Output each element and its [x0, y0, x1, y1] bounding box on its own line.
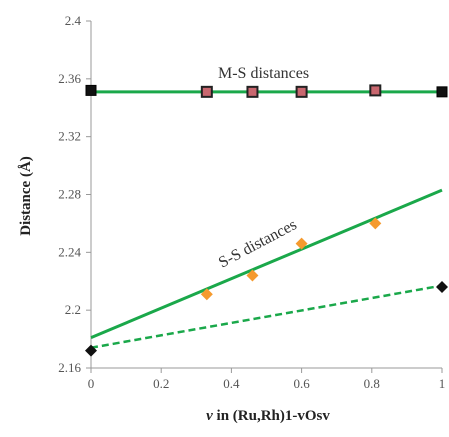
- diamond-marker: [200, 288, 213, 301]
- y-tick-label: 2.28: [58, 187, 81, 202]
- x-tick-label: 0.4: [223, 376, 240, 391]
- x-tick-label: 0.8: [364, 376, 380, 391]
- y-tick-label: 2.36: [58, 71, 81, 86]
- y-tick-label: 2.24: [58, 244, 81, 259]
- diamond-marker: [85, 344, 97, 357]
- x-tick-label: 0.2: [153, 376, 169, 391]
- square-marker: [295, 85, 308, 98]
- fit-line: [90, 188, 443, 340]
- y-axis-label: Distance (Å): [18, 156, 34, 236]
- ms-annotation: M-S distances: [218, 65, 309, 82]
- square-marker: [369, 84, 382, 97]
- diamond-marker: [369, 217, 382, 230]
- y-tick-label: 2.2: [65, 302, 81, 317]
- axes: 2.16 2.2 2.24 2.28 2.32 2.36 2.4 0 0.2 0.4 0.6 0.8 1: [58, 13, 445, 391]
- x-tick-label: 0.6: [293, 376, 310, 391]
- fit-lines: [90, 90, 443, 349]
- square-marker: [246, 85, 259, 98]
- dashed-fit-line: [90, 284, 443, 349]
- ss-annotation: S-S distances: [216, 216, 300, 271]
- y-tick-label: 2.16: [58, 360, 81, 375]
- x-axis-label: v in (Ru,Rh)1-vOsv: [206, 408, 330, 424]
- diamond-marker: [246, 269, 259, 282]
- x-axis-label-rest: in (Ru,Rh)1-vOsv: [213, 408, 331, 424]
- x-axis-label-italic: v: [206, 408, 213, 424]
- y-tick-label: 2.4: [65, 13, 82, 28]
- diamond-marker: [436, 281, 448, 294]
- x-tick-label: 0: [88, 376, 95, 391]
- y-tick-label: 2.32: [58, 129, 81, 144]
- data-markers: [85, 84, 448, 357]
- square-marker: [200, 85, 213, 98]
- diamond-marker: [295, 237, 308, 250]
- square-marker: [436, 86, 448, 98]
- square-marker: [85, 84, 97, 96]
- x-tick-label: 1: [439, 376, 446, 391]
